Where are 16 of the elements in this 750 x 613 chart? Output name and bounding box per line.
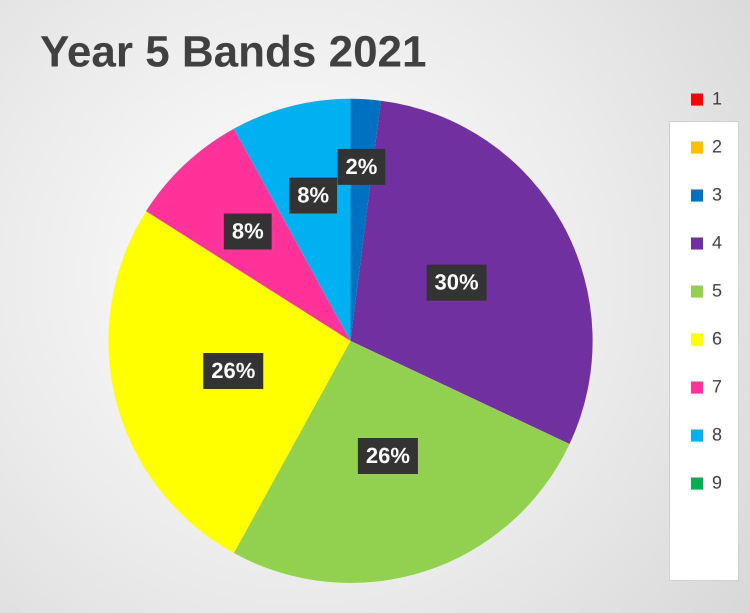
data-label: 26%: [366, 443, 410, 468]
data-label: 8%: [297, 182, 330, 208]
data-label: 30%: [434, 270, 479, 295]
data-label: 2%: [346, 154, 378, 179]
legend-label: 9: [712, 472, 722, 492]
legend-label: 2: [712, 136, 722, 156]
chart-title: Year 5 Bands 2021: [40, 28, 426, 77]
legend-label: 5: [712, 280, 722, 300]
legend-label: 3: [712, 184, 722, 204]
legend-label: 4: [712, 232, 722, 252]
legend-label: 7: [712, 376, 722, 396]
legend-label: 1: [712, 88, 722, 108]
legend-label: 8: [712, 424, 722, 444]
legend-label: 6: [712, 328, 722, 348]
data-label: 26%: [211, 358, 256, 384]
data-label: 8%: [232, 218, 264, 244]
